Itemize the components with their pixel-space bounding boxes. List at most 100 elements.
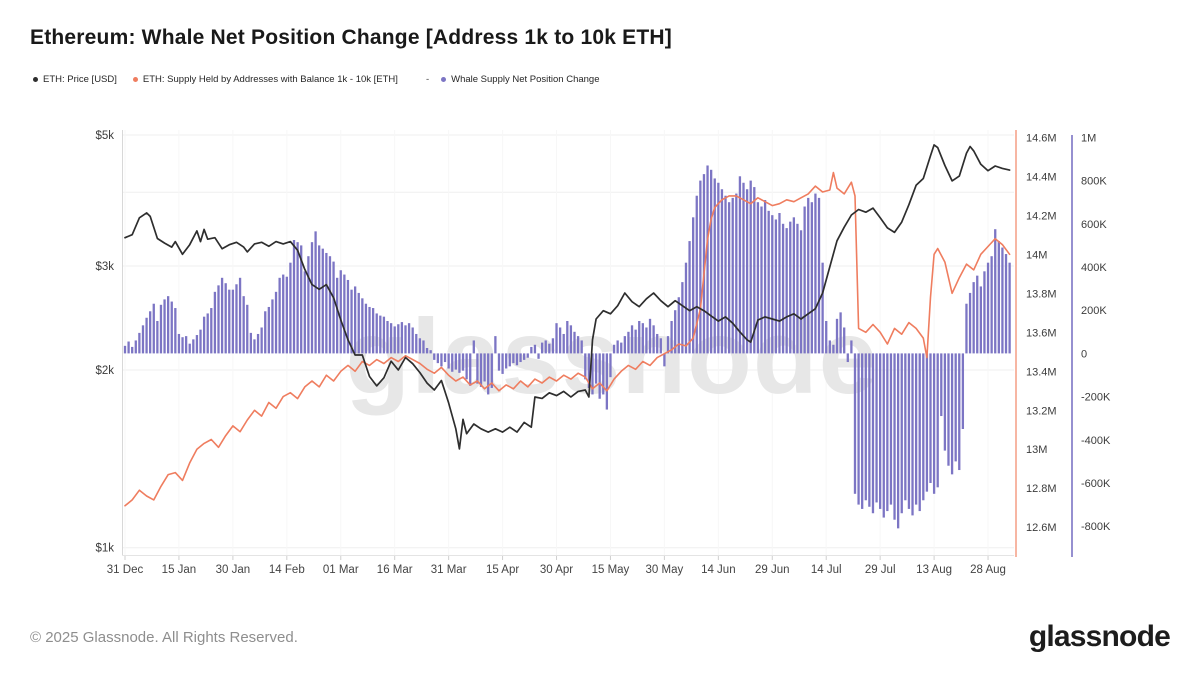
legend-item-supply[interactable]: ETH: Supply Held by Addresses with Balan… (132, 74, 398, 85)
net-position-bar[interactable] (249, 332, 253, 354)
net-position-bar[interactable] (882, 353, 885, 518)
net-position-bar[interactable] (1008, 262, 1011, 354)
net-position-bar[interactable] (810, 202, 813, 354)
net-position-bar[interactable] (706, 165, 709, 354)
net-position-bar[interactable] (688, 241, 691, 354)
net-position-bar[interactable] (192, 339, 195, 354)
net-position-bar[interactable] (515, 353, 519, 366)
net-position-bar[interactable] (202, 316, 206, 354)
net-position-bar[interactable] (382, 316, 386, 354)
net-position-bar[interactable] (188, 343, 191, 354)
net-position-bar[interactable] (346, 279, 350, 354)
net-position-bar[interactable] (228, 289, 231, 354)
net-position-bar[interactable] (573, 331, 576, 354)
net-position-bar[interactable] (868, 353, 871, 507)
net-position-bar[interactable] (508, 353, 511, 367)
net-position-bar[interactable] (720, 189, 724, 354)
net-position-bar[interactable] (267, 306, 270, 354)
net-position-bar[interactable] (314, 231, 317, 354)
net-position-bar[interactable] (494, 336, 497, 354)
net-position-bar[interactable] (364, 303, 368, 354)
net-position-bar[interactable] (440, 353, 443, 367)
net-position-bar[interactable] (540, 342, 544, 354)
net-position-bar[interactable] (699, 180, 702, 354)
net-position-bar[interactable] (368, 306, 371, 354)
net-position-bar[interactable] (674, 310, 677, 354)
net-position-bar[interactable] (1001, 247, 1004, 354)
net-position-bar[interactable] (918, 353, 921, 512)
net-position-bar[interactable] (152, 303, 155, 354)
net-position-bar[interactable] (523, 353, 526, 360)
net-position-bar[interactable] (551, 338, 555, 354)
net-position-bar[interactable] (857, 353, 860, 505)
net-position-bar[interactable] (487, 353, 490, 395)
net-position-bar[interactable] (774, 219, 778, 354)
net-position-bar[interactable] (666, 336, 670, 354)
net-position-bar[interactable] (990, 256, 993, 354)
net-position-bar[interactable] (519, 353, 522, 363)
net-position-bar[interactable] (569, 325, 573, 354)
net-position-bar[interactable] (936, 353, 939, 488)
net-position-bar[interactable] (422, 340, 425, 354)
net-position-bar[interactable] (526, 353, 529, 358)
net-position-bar[interactable] (911, 353, 914, 516)
net-position-bar[interactable] (828, 340, 831, 354)
net-position-bar[interactable] (979, 286, 982, 354)
net-position-bar[interactable] (138, 332, 141, 354)
net-position-bar[interactable] (814, 193, 817, 354)
net-position-bar[interactable] (767, 210, 770, 354)
net-position-bar[interactable] (756, 202, 760, 354)
net-position-bar[interactable] (742, 182, 745, 354)
net-position-bar[interactable] (149, 311, 152, 354)
net-position-bar[interactable] (605, 353, 609, 410)
net-position-bar[interactable] (781, 223, 785, 354)
net-position-bar[interactable] (256, 333, 260, 354)
legend-item-price[interactable]: ETH: Price [USD] (33, 74, 117, 85)
net-position-bar[interactable] (451, 353, 454, 372)
net-position-bar[interactable] (127, 341, 130, 354)
net-position-bar[interactable] (429, 350, 432, 354)
net-position-bar[interactable] (238, 277, 242, 354)
net-position-bar[interactable] (264, 311, 267, 354)
net-position-bar[interactable] (609, 353, 612, 378)
net-position-bar[interactable] (454, 353, 457, 370)
net-position-bar[interactable] (789, 221, 792, 354)
net-position-bar[interactable] (465, 353, 468, 380)
net-position-bar[interactable] (407, 323, 411, 354)
net-position-bar[interactable] (353, 286, 357, 354)
net-position-bar[interactable] (156, 321, 159, 354)
net-position-bar[interactable] (436, 353, 439, 364)
net-position-bar[interactable] (932, 353, 936, 494)
net-position-bar[interactable] (458, 353, 461, 373)
net-position-bar[interactable] (864, 353, 867, 501)
net-position-bar[interactable] (461, 353, 465, 371)
net-position-bar[interactable] (799, 230, 803, 354)
net-position-bar[interactable] (645, 327, 648, 354)
net-position-bar[interactable] (727, 202, 731, 354)
net-position-bar[interactable] (274, 291, 278, 354)
net-position-bar[interactable] (817, 197, 821, 354)
net-position-bar[interactable] (907, 353, 911, 509)
net-position-bar[interactable] (745, 189, 749, 354)
net-position-bar[interactable] (220, 277, 224, 354)
net-position-bar[interactable] (839, 312, 842, 354)
net-position-bar[interactable] (533, 344, 537, 354)
net-position-bar[interactable] (159, 304, 163, 354)
net-position-bar[interactable] (339, 270, 342, 354)
net-position-bar[interactable] (623, 336, 626, 354)
net-position-bar[interactable] (479, 353, 483, 387)
net-position-bar[interactable] (677, 297, 680, 354)
net-position-bar[interactable] (246, 304, 249, 354)
net-position-bar[interactable] (925, 353, 929, 492)
net-position-bar[interactable] (663, 353, 666, 367)
net-position-bar[interactable] (965, 303, 968, 354)
net-position-bar[interactable] (954, 353, 957, 462)
net-position-bar[interactable] (717, 182, 720, 354)
net-position-bar[interactable] (616, 340, 619, 354)
net-position-bar[interactable] (821, 262, 824, 354)
net-position-bar[interactable] (318, 245, 321, 354)
net-position-bar[interactable] (760, 206, 763, 354)
net-position-bar[interactable] (846, 353, 849, 363)
net-position-bar[interactable] (292, 240, 296, 354)
net-position-bar[interactable] (472, 340, 475, 354)
